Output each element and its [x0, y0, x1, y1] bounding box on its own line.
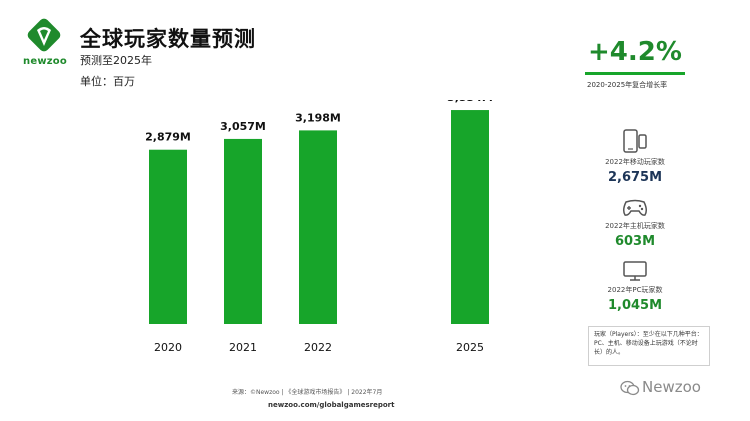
page-title: 全球玩家数量预测	[80, 27, 256, 51]
newzoo-logo-icon	[27, 18, 61, 52]
report-url[interactable]: newzoo.com/globalgamesreport	[268, 401, 395, 409]
newzoo-logo: newzoo	[22, 18, 68, 70]
source-text: 来源：©Newzoo | 《全球游戏市场报告》 | 2022年7月	[232, 389, 383, 396]
players-bar-chart: 2,879M 2020 3,057M 2021 3,198M 2022 3,534M 2025	[145, 100, 493, 354]
bar-value-label-2021: 3,057M	[220, 120, 266, 133]
panel-console: 2022年主机玩家数 603M	[580, 196, 690, 249]
panel-mobile: 2022年移动玩家数 2,675M	[580, 128, 690, 185]
page-subtitle: 预测至2025年	[80, 54, 152, 67]
unit-label: 单位：百万	[80, 75, 135, 88]
watermark-text: Newzoo	[642, 378, 701, 396]
panel-console-label: 2022年主机玩家数	[605, 222, 665, 230]
bar-value-label-2025: 3,534M	[447, 100, 493, 104]
bar-2020	[149, 149, 187, 324]
panel-mobile-label: 2022年移动玩家数	[605, 158, 665, 166]
wechat-watermark: Newzoo	[620, 378, 701, 396]
logo-text: newzoo	[23, 56, 67, 67]
cagr-label: 2020-2025年复合增长率	[587, 81, 668, 89]
x-tick-label-2022: 2022	[304, 341, 332, 354]
x-tick-label-2025: 2025	[456, 341, 484, 354]
panel-mobile-value: 2,675M	[607, 170, 663, 185]
panel-console-value: 603M	[614, 234, 656, 249]
cagr-value: +4.2%	[588, 37, 682, 67]
bar-value-label-2022: 3,198M	[295, 111, 341, 124]
players-definition-note: 玩家（Players）：至少在以下几种平台：PC、主机、移动设备上玩游戏（不论时…	[588, 326, 710, 366]
x-tick-label-2020: 2020	[154, 341, 182, 354]
panel-pc-label: 2022年PC玩家数	[607, 286, 663, 294]
bar-2021	[224, 138, 262, 324]
panel-pc: 2022年PC玩家数 1,045M	[580, 260, 690, 313]
bar-2025	[451, 110, 489, 324]
monitor-icon	[623, 261, 647, 281]
smartphone-tablet-icon	[623, 129, 647, 153]
panel-pc-value: 1,045M	[607, 298, 663, 313]
wechat-icon	[620, 380, 640, 395]
cagr-divider	[585, 72, 685, 75]
gamepad-icon	[622, 199, 648, 216]
bar-value-label-2020: 2,879M	[145, 131, 191, 144]
bar-2022	[299, 130, 337, 324]
x-tick-label-2021: 2021	[229, 341, 257, 354]
